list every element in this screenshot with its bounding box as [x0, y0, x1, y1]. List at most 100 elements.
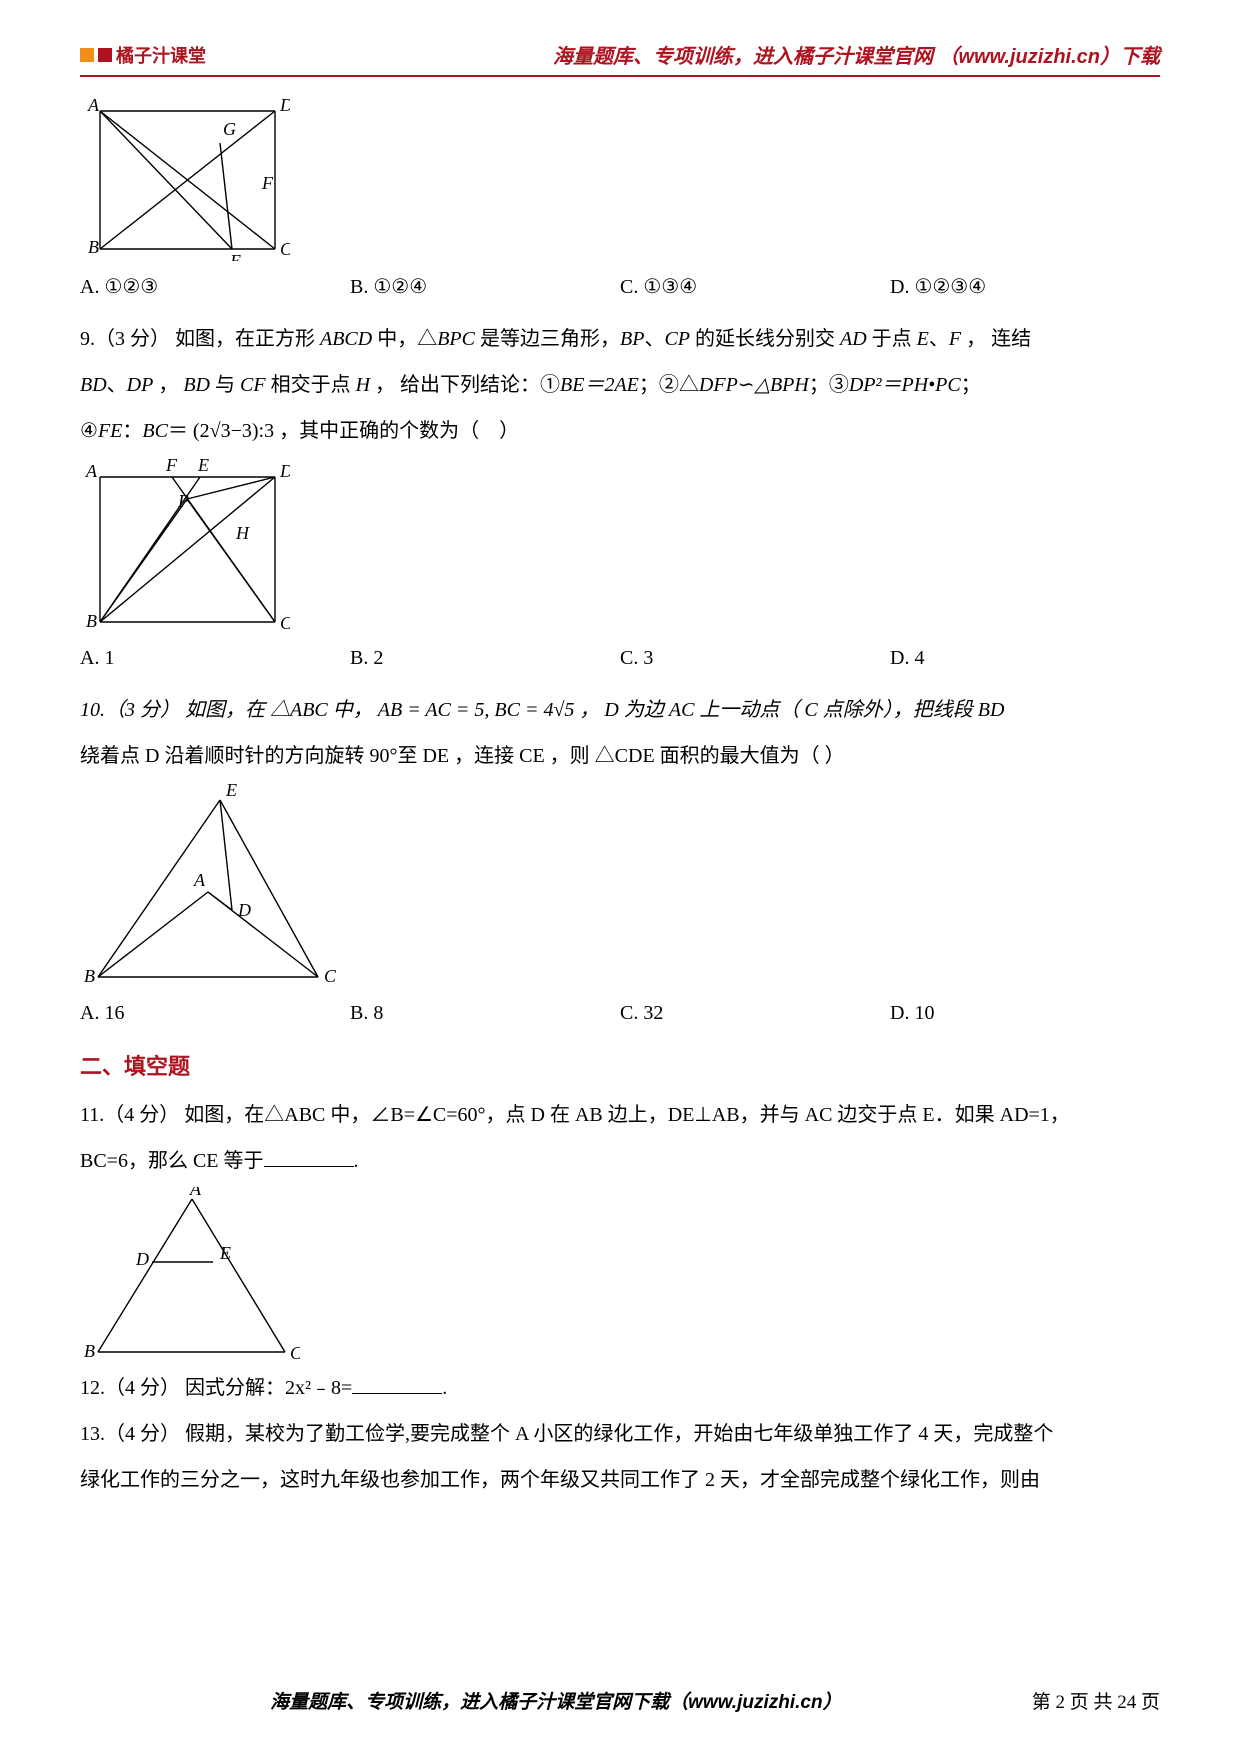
- svg-text:G: G: [223, 119, 236, 139]
- q9-c1: BE＝2AE: [560, 374, 639, 396]
- q9-line3: ④FE：BC＝ (2√3−3):3 ，其中正确的个数为（ ）: [80, 411, 1160, 451]
- svg-text:E: E: [197, 457, 209, 475]
- q8-option-c: C. ①③④: [620, 267, 890, 307]
- q10-option-d: D. 10: [890, 993, 1160, 1033]
- q9-l2-h: H: [356, 374, 370, 396]
- svg-text:C: C: [290, 1343, 300, 1362]
- q11-diagram: BCADE: [80, 1187, 300, 1362]
- header-right-text: 海量题库、专项训练，进入橘子汁课堂官网 （www.juzizhi.cn）下载: [553, 40, 1160, 69]
- svg-text:F: F: [165, 457, 178, 475]
- q10-line1: 10.（3 分） 如图，在 △ABC 中， AB = AC = 5, BC = …: [80, 690, 1160, 730]
- q9-c2a: DFP: [699, 374, 738, 396]
- q9-c4a: FE: [98, 420, 122, 442]
- q9-l2-cf: CF: [240, 374, 266, 396]
- svg-text:E: E: [225, 782, 237, 800]
- svg-text:A: A: [85, 461, 98, 481]
- q9-l2-bd: BD: [80, 374, 107, 396]
- q9-option-d: D. 4: [890, 638, 1160, 678]
- q9-l3-2: ：: [122, 420, 142, 442]
- q9-c4b: BC: [142, 420, 168, 442]
- page-content: ADBCEFG A. ①②③ B. ①②④ C. ①③④ D. ①②③④ 9.（…: [80, 91, 1160, 1500]
- q12-b: .: [442, 1377, 447, 1399]
- footer-page-number: 第 2 页 共 24 页: [1032, 1687, 1160, 1714]
- svg-text:E: E: [229, 251, 241, 261]
- q9-l2-12: ；③: [809, 374, 849, 396]
- q9-bp: BP: [620, 328, 644, 350]
- q9-t1: 9.（3 分） 如图，在正方形: [80, 328, 320, 350]
- q9-l2-11: ；②△: [639, 374, 699, 396]
- section-2-heading: 二、填空题: [80, 1045, 1160, 1089]
- q9-diagram: A D B C F EP H: [80, 457, 290, 632]
- page-header: 橘子汁课堂 海量题库、专项训练，进入橘子汁课堂官网 （www.juzizhi.c…: [80, 40, 1160, 77]
- q9-ad: AD: [840, 328, 867, 350]
- logo: 橘子汁课堂: [80, 42, 206, 68]
- q9-option-a: A. 1: [80, 638, 350, 678]
- q9-cp: CP: [664, 328, 690, 350]
- svg-text:H: H: [235, 523, 250, 543]
- logo-square-red: [98, 48, 112, 62]
- q12-blank: [352, 1374, 442, 1394]
- q9-l2-13: ；: [961, 374, 981, 396]
- svg-text:D: D: [237, 900, 251, 920]
- svg-text:C: C: [280, 239, 290, 259]
- q11-blank: [264, 1147, 354, 1167]
- q9-l2-8: 相交于点: [266, 374, 356, 396]
- q9-c3: DP²＝PH•PC: [849, 374, 961, 396]
- svg-text:B: B: [84, 966, 95, 986]
- svg-text:A: A: [193, 870, 206, 890]
- q11-figure: BCADE: [80, 1187, 1160, 1362]
- q11-l2b: .: [354, 1150, 359, 1172]
- q9-text: 9.（3 分） 如图，在正方形 ABCD 中，△BPC 是等边三角形，BP、CP…: [80, 319, 1160, 359]
- q9-bpc: BPC: [437, 328, 475, 350]
- q9-l2-6: 与: [210, 374, 240, 396]
- q13-line1: 13.（4 分） 假期，某校为了勤工俭学,要完成整个 A 小区的绿化工作，开始由…: [80, 1414, 1160, 1454]
- svg-text:F: F: [261, 173, 274, 193]
- svg-text:D: D: [135, 1249, 149, 1269]
- q9-abcd: ABCD: [320, 328, 372, 350]
- q9-t5: 的延长线分别交: [690, 328, 840, 350]
- q8-option-d: D. ①②③④: [890, 267, 1160, 307]
- q9-options: A. 1 B. 2 C. 3 D. 4: [80, 638, 1160, 678]
- q8-option-a: A. ①②③: [80, 267, 350, 307]
- q9-t7: ， 连结: [961, 328, 1031, 350]
- q9-sep: 、: [929, 328, 949, 350]
- q9-l2-dp: DP: [127, 374, 154, 396]
- q11-l2a: BC=6，那么 CE 等于: [80, 1150, 264, 1172]
- svg-text:D: D: [279, 461, 290, 481]
- q12: 12.（4 分） 因式分解：2x²﹣8=.: [80, 1368, 1160, 1408]
- q9-l3-3: ＝ (2√3−3):3 ，其中正确的个数为（ ）: [168, 420, 519, 442]
- q9-figure: A D B C F EP H: [80, 457, 1160, 632]
- page-footer: 海量题库、专项训练，进入橘子汁课堂官网下载（www.juzizhi.cn） 第 …: [80, 1687, 1160, 1714]
- q10-option-a: A. 16: [80, 993, 350, 1033]
- svg-text:E: E: [219, 1243, 231, 1263]
- q9-c2b: △BPH: [755, 374, 809, 396]
- q9-f: F: [949, 328, 961, 350]
- q9-option-c: C. 3: [620, 638, 890, 678]
- logo-text: 橘子汁课堂: [116, 42, 206, 68]
- q12-a: 12.（4 分） 因式分解：2x²﹣8=: [80, 1377, 352, 1399]
- svg-text:C: C: [324, 966, 337, 986]
- q9-l2-bd2: BD: [183, 374, 210, 396]
- q9-t4: 、: [644, 328, 664, 350]
- svg-text:C: C: [280, 613, 290, 632]
- q9-t3: 是等边三角形，: [475, 328, 620, 350]
- q11-line1: 11.（4 分） 如图，在△ABC 中，∠B=∠C=60°，点 D 在 AB 边…: [80, 1095, 1160, 1135]
- q9-e: E: [917, 328, 929, 350]
- q9-t2: 中，△: [372, 328, 437, 350]
- q10-diagram: B C A D E: [80, 782, 340, 987]
- footer-center: 海量题库、专项训练，进入橘子汁课堂官网下载（www.juzizhi.cn）: [80, 1687, 1032, 1714]
- q10-option-b: B. 8: [350, 993, 620, 1033]
- q10-option-c: C. 32: [620, 993, 890, 1033]
- svg-text:P: P: [177, 491, 189, 511]
- q9-l2-4: ，: [153, 374, 183, 396]
- q9-t6: 于点: [867, 328, 917, 350]
- svg-text:B: B: [86, 611, 97, 631]
- q9-line2: BD、DP ， BD 与 CF 相交于点 H ， 给出下列结论：①BE＝2AE；…: [80, 365, 1160, 405]
- q9-l2-2: 、: [107, 374, 127, 396]
- svg-text:B: B: [88, 237, 99, 257]
- q11-line2: BC=6，那么 CE 等于.: [80, 1141, 1160, 1181]
- q9-l3-1: ④: [80, 420, 98, 442]
- q10-options: A. 16 B. 8 C. 32 D. 10: [80, 993, 1160, 1033]
- svg-text:D: D: [279, 95, 290, 115]
- logo-square-orange: [80, 48, 94, 62]
